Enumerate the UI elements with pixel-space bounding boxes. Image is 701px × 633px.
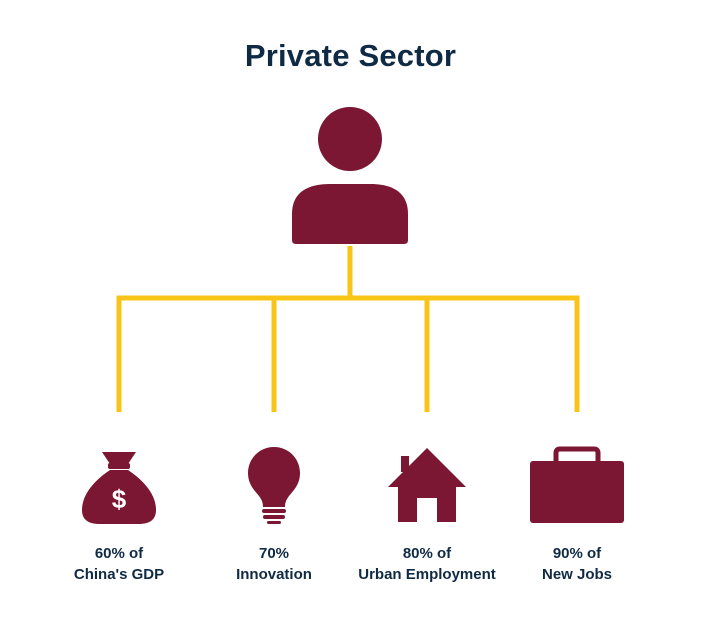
svg-text:$: $: [112, 484, 127, 514]
caption-new-jobs: 90% of New Jobs: [477, 543, 677, 585]
caption-urban-employment-line1: 80% of: [402, 545, 452, 562]
caption-innovation-line1: 70%: [258, 545, 290, 562]
page-title: Private Sector: [244, 38, 457, 73]
caption-gdp: 60% of China's GDP: [19, 543, 219, 585]
briefcase-icon: [530, 446, 624, 523]
caption-new-jobs-line2: New Jobs: [541, 566, 613, 583]
caption-innovation: 70% Innovation: [174, 543, 374, 585]
caption-gdp-line2: China's GDP: [73, 566, 165, 583]
caption-innovation-line2: Innovation: [236, 566, 312, 583]
money-bag-icon: $: [82, 452, 156, 524]
caption-urban-employment-line2: Urban Employment: [358, 566, 496, 583]
caption-urban-employment: 80% of Urban Employment: [327, 543, 527, 585]
house-icon: [388, 448, 466, 522]
connector-lines: [116, 246, 580, 412]
caption-gdp-line1: 60% of: [94, 545, 144, 562]
person-icon: [292, 107, 408, 244]
caption-new-jobs-line1: 90% of: [552, 545, 602, 562]
lightbulb-icon: [248, 447, 300, 524]
